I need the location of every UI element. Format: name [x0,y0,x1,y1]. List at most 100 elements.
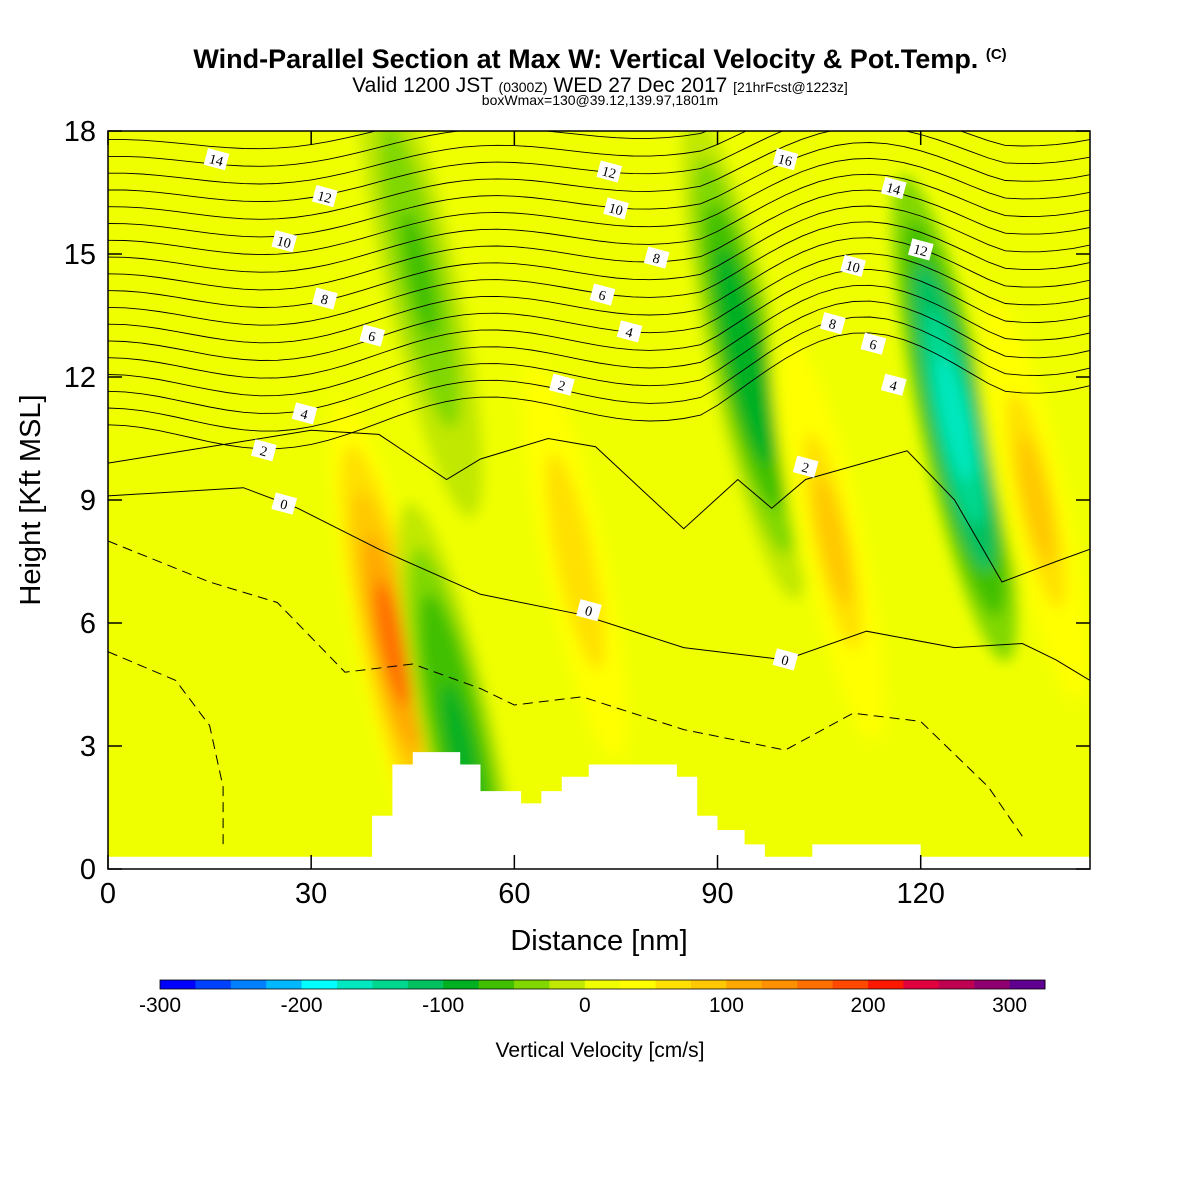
colorbar-swatch [478,980,515,989]
colorbar-swatch [372,980,409,989]
contour-label: 2 [800,460,811,476]
contour-label-bg [203,148,230,171]
contour-label: 8 [651,251,662,267]
contour-label: 4 [888,378,899,394]
contour-label-bg [643,246,670,269]
colorbar-swatch [584,980,621,989]
colorbar-swatch [938,980,975,989]
contour-label: 6 [366,329,377,345]
copyright-mark: (C) [985,46,1007,63]
isentrope-line [108,16,1090,96]
box-info: boxWmax=130@39.12,139.97,1801m [481,92,719,108]
contour-label: 12 [316,189,333,207]
isentrope-line [108,189,1090,291]
colorbar-swatch [266,980,303,989]
contour-label: 0 [583,604,594,620]
contour-label-bg [312,185,338,208]
isentrope-line [108,268,1090,379]
contour-label-bg [271,492,298,515]
x-tick-label: 120 [896,878,944,910]
colorbar-swatch [301,980,338,989]
contour-label: 14 [207,152,224,170]
isentrope-line [108,32,1090,114]
contour-label-bg [549,373,575,396]
colorbar-tick-label: 300 [992,994,1027,1017]
valid-time: Valid 1200 JST (0300Z) WED 27 Dec 2017 [… [352,74,848,97]
contour-label: 6 [868,337,879,353]
y-tick-label: 9 [80,485,96,517]
contour-label-bg [880,373,907,396]
velocity-cell [726,293,763,420]
x-tick-label: 60 [498,878,530,910]
contour-label: 10 [607,201,624,219]
x-tick-label: 30 [295,878,327,910]
velocity-cell [1017,436,1054,564]
colorbar-tick-label: -200 [281,994,323,1017]
contour-label: 10 [275,234,292,252]
isentrope-line [108,429,1090,583]
contour-label-bg [359,324,386,347]
colorbar-swatch [514,980,550,989]
colorbar-tick-label: -300 [139,994,181,1017]
colorbar-swatch [1009,980,1046,989]
contour-label-bg [616,320,643,343]
colorbar-swatch [655,980,692,989]
colorbar-swatch [903,980,940,989]
isentrope-dashed [108,651,224,845]
isentrope-line [108,131,709,167]
colorbar-swatch [832,980,869,989]
x-tick-label: 90 [701,878,733,910]
y-tick-label: 12 [64,362,96,394]
velocity-cell [374,580,411,707]
contour-label-bg [576,599,602,622]
y-tick-label: 3 [80,731,96,763]
isentrope-line [108,300,1090,414]
contour-label-bg [291,402,318,425]
isentrope-line [108,131,748,185]
velocity-cell [401,211,438,338]
colorbar-swatch [974,980,1011,989]
velocity-cell [814,477,851,605]
colorbar-tick-label: -100 [422,994,464,1017]
isentrope-line [108,142,1090,238]
contour-label-bg [907,238,934,261]
contour-label: 10 [844,259,861,277]
isentrope-line [108,284,1090,397]
colorbar-swatch [691,980,727,989]
y-tick-label: 18 [64,116,96,148]
isentrope-line [108,131,1090,220]
contour-label-bg [603,197,629,220]
isentrope-line [235,131,274,132]
y-tick-label: 0 [80,854,96,886]
contour-label: 2 [258,444,269,460]
contour-label: 4 [299,407,310,423]
isentrope-line [108,253,1090,361]
contour-label-bg [792,455,819,478]
contour-label-bg [596,160,623,183]
colorbar-swatch [160,980,196,989]
velocity-cell [557,498,594,625]
colorbar-frame [159,979,1046,990]
terrain [108,752,1090,869]
colorbar-swatch [726,980,763,989]
isentrope-line [108,205,1090,308]
velocity-cell [936,354,973,482]
colorbar-swatch [549,980,586,989]
colorbar-tick-label: 0 [579,994,591,1017]
contour-label: 0 [780,653,791,669]
isentrope-line [108,131,378,150]
contour-label-bg [589,283,616,306]
contour-label-bg [772,648,799,671]
colorbar-swatch [195,980,232,989]
contour-label: 12 [912,242,929,260]
contour-label-bg [819,312,846,335]
contour-label-bg [772,148,799,171]
colorbar-swatch [407,980,444,989]
colorbar-tick-label: 100 [709,994,744,1017]
y-axis-label: Height [Kft MSL] [15,394,47,605]
y-tick-label: 15 [64,239,96,271]
x-axis-label: Distance [nm] [510,925,687,957]
colorbar-swatch [620,980,657,989]
